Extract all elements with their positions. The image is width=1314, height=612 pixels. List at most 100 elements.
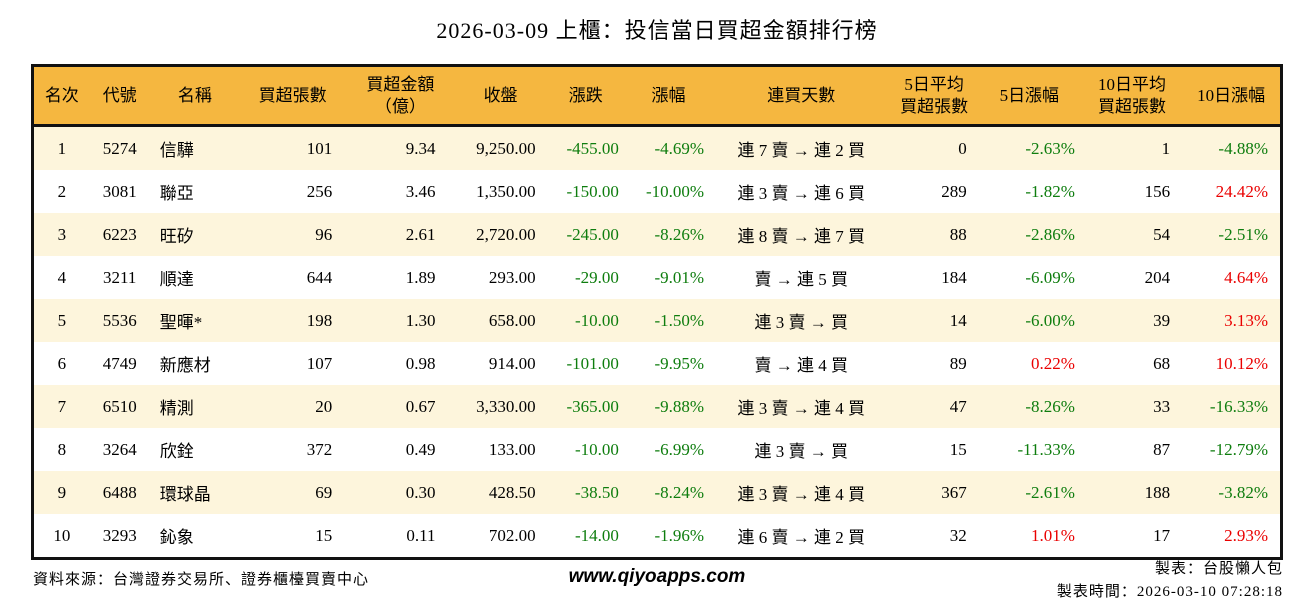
cell-avg10: 87: [1153, 439, 1171, 459]
table-row: 3 6223 旺矽 96 2.61 2,720.00 -245.00 -8.26…: [32, 213, 1282, 256]
ranking-table: 名次 代號 名稱 買超張數 買超金額 （億） 收盤 漲跌 漲幅 連買天數 5日平…: [31, 64, 1283, 560]
cell-change-pct: -6.99%: [654, 439, 705, 459]
cell-pct10: -2.51%: [1218, 224, 1268, 244]
cell-streak: 連 3 賣 → 連 4 買: [737, 399, 866, 418]
cell-name: 環球晶: [159, 485, 211, 504]
cell-change-pct: -9.95%: [654, 353, 705, 373]
cell-amount: 0.30: [405, 482, 436, 502]
cell-avg5: 14: [949, 310, 967, 330]
table-row: 1 5274 信驊 101 9.34 9,250.00 -455.00 -4.6…: [32, 125, 1282, 170]
table-row: 9 6488 環球晶 69 0.30 428.50 -38.50 -8.24% …: [32, 471, 1282, 514]
cell-avg5: 88: [949, 224, 967, 244]
table-row: 7 6510 精測 20 0.67 3,330.00 -365.00 -9.88…: [32, 385, 1282, 428]
cell-vol: 107: [306, 353, 333, 373]
cell-code: 4749: [102, 353, 137, 373]
cell-close: 9,250.00: [476, 138, 536, 158]
cell-pct5: -8.26%: [1025, 396, 1075, 416]
cell-close: 702.00: [488, 525, 536, 545]
header-row: 名次 代號 名稱 買超張數 買超金額 （億） 收盤 漲跌 漲幅 連買天數 5日平…: [32, 65, 1282, 127]
cell-vol: 15: [315, 525, 333, 545]
cell-pct5: -2.86%: [1025, 224, 1075, 244]
cell-streak: 賣 → 連 4 買: [754, 356, 849, 375]
table-row: 4 3211 順達 644 1.89 293.00 -29.00 -9.01% …: [32, 256, 1282, 299]
cell-name: 新應材: [159, 356, 211, 375]
cell-name: 欣銓: [159, 442, 194, 461]
cell-amount: 1.30: [405, 310, 436, 330]
table-body: 1 5274 信驊 101 9.34 9,250.00 -455.00 -4.6…: [32, 125, 1282, 559]
header-streak: 連買天數: [711, 65, 892, 127]
cell-change-pct: -1.50%: [654, 310, 705, 330]
cell-pct10: 3.13%: [1224, 310, 1268, 330]
cell-rank: 6: [57, 353, 67, 373]
cell-amount: 3.46: [405, 181, 436, 201]
cell-pct10: 2.93%: [1224, 525, 1268, 545]
cell-code: 6223: [102, 224, 137, 244]
cell-pct10: 24.42%: [1215, 181, 1268, 201]
cell-streak: 賣 → 連 5 買: [754, 270, 849, 289]
cell-name: 順達: [159, 270, 194, 289]
cell-avg5: 184: [941, 267, 967, 287]
cell-avg10: 156: [1144, 181, 1171, 201]
header-name: 名稱: [149, 65, 240, 127]
cell-change-pct: -10.00%: [645, 181, 705, 201]
cell-pct5: -11.33%: [1017, 439, 1075, 459]
cell-avg5: 89: [949, 353, 967, 373]
data-source-note: 資料來源：台灣證券交易所、證券櫃檯買賣中心: [33, 572, 370, 588]
maker-label: 製表：台股懶人包: [1154, 561, 1283, 577]
cell-change: -14.00: [574, 525, 619, 545]
cell-vol: 198: [306, 310, 333, 330]
cell-pct5: 1.01%: [1031, 525, 1075, 545]
cell-avg10: 1: [1161, 138, 1171, 158]
cell-code: 3293: [102, 525, 137, 545]
cell-change-pct: -8.24%: [654, 482, 705, 502]
table-row: 10 3293 鈊象 15 0.11 702.00 -14.00 -1.96% …: [32, 514, 1282, 559]
cell-avg5: 0: [958, 138, 967, 158]
header-pct10: 10日漲幅: [1182, 65, 1282, 127]
cell-close: 428.50: [488, 482, 536, 502]
cell-avg10: 204: [1144, 267, 1171, 287]
table-row: 2 3081 聯亞 256 3.46 1,350.00 -150.00 -10.…: [32, 170, 1282, 213]
cell-rank: 1: [57, 138, 67, 158]
cell-change: -455.00: [566, 138, 619, 158]
cell-pct5: -6.09%: [1025, 267, 1075, 287]
cell-pct5: -2.63%: [1025, 138, 1075, 158]
cell-close: 2,720.00: [476, 224, 536, 244]
cell-change: -245.00: [566, 224, 619, 244]
cell-code: 5274: [102, 138, 137, 158]
cell-avg5: 289: [941, 181, 967, 201]
header-code: 代號: [89, 65, 150, 127]
cell-change-pct: -1.96%: [654, 525, 705, 545]
cell-code: 6510: [102, 396, 137, 416]
header-avg10: 10日平均 買超張數: [1081, 65, 1183, 127]
cell-streak: 連 7 賣 → 連 2 買: [737, 141, 866, 160]
cell-name: 聯亞: [159, 184, 194, 203]
cell-streak: 連 3 賣 → 買: [754, 313, 849, 332]
cell-pct5: -1.82%: [1025, 181, 1075, 201]
maker-block: 製表：台股懶人包 製表時間：2026-03-10 07:28:18: [1057, 558, 1283, 605]
cell-name: 聖暉*: [159, 313, 203, 332]
cell-streak: 連 3 賣 → 連 6 買: [737, 184, 866, 203]
cell-rank: 8: [57, 439, 67, 459]
cell-pct10: -3.82%: [1218, 482, 1268, 502]
cell-name: 旺矽: [159, 227, 194, 246]
cell-name: 精測: [159, 399, 194, 418]
cell-close: 658.00: [488, 310, 536, 330]
cell-streak: 連 3 賣 → 連 4 買: [737, 485, 866, 504]
cell-pct10: -16.33%: [1209, 396, 1268, 416]
header-vol: 買超張數: [239, 65, 346, 127]
cell-code: 6488: [102, 482, 137, 502]
cell-pct10: 10.12%: [1215, 353, 1268, 373]
header-change: 漲跌: [545, 65, 626, 127]
cell-name: 信驊: [159, 141, 194, 160]
cell-amount: 2.61: [405, 224, 436, 244]
cell-pct10: -12.79%: [1209, 439, 1268, 459]
cell-change-pct: -4.69%: [654, 138, 705, 158]
cell-streak: 連 8 賣 → 連 7 買: [737, 227, 866, 246]
cell-change: -38.50: [574, 482, 619, 502]
cell-rank: 7: [57, 396, 67, 416]
cell-rank: 5: [57, 310, 67, 330]
cell-change-pct: -9.01%: [654, 267, 705, 287]
cell-vol: 96: [315, 224, 333, 244]
cell-name: 鈊象: [159, 528, 194, 547]
cell-close: 914.00: [488, 353, 536, 373]
